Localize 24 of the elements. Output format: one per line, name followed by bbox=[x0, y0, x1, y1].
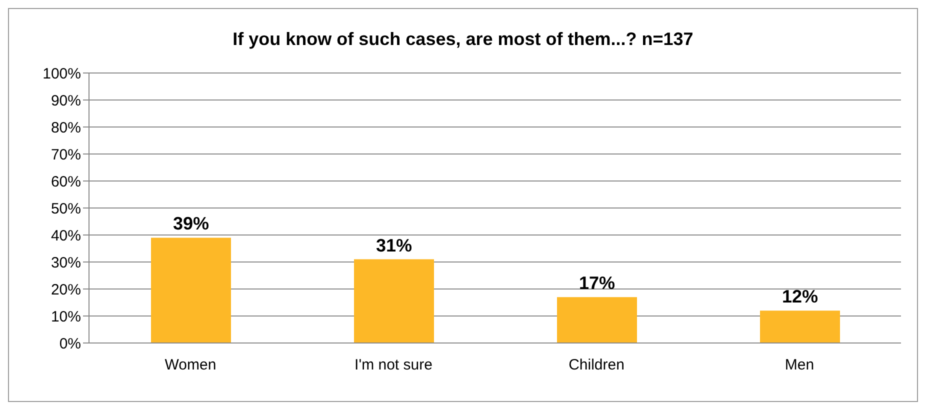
bar bbox=[354, 259, 434, 343]
y-tick-label: 80% bbox=[50, 119, 81, 136]
bar bbox=[151, 238, 231, 343]
x-tick-label: Children bbox=[568, 356, 624, 374]
y-tick-label: 60% bbox=[50, 173, 81, 190]
chart-title: If you know of such cases, are most of them...? n=137 bbox=[232, 29, 694, 51]
data-label: 17% bbox=[578, 273, 616, 294]
x-tick-label: Men bbox=[784, 356, 814, 374]
y-tick-label: 20% bbox=[50, 281, 81, 298]
x-tick-label: I'm not sure bbox=[354, 356, 432, 374]
y-tick-label: 30% bbox=[50, 254, 81, 272]
y-tick-label: 100% bbox=[42, 65, 81, 82]
y-tick-label: 40% bbox=[50, 227, 81, 244]
x-tick-label: Women bbox=[164, 356, 216, 374]
y-tick-label: 70% bbox=[50, 146, 81, 164]
bar bbox=[557, 297, 637, 343]
y-tick-label: 50% bbox=[50, 200, 81, 218]
data-label: 12% bbox=[782, 286, 818, 307]
y-tick-label: 0% bbox=[59, 335, 81, 352]
data-label: 39% bbox=[172, 214, 210, 234]
y-tick-label: 10% bbox=[50, 308, 81, 326]
y-tick-label: 90% bbox=[50, 92, 81, 110]
bar bbox=[760, 310, 840, 343]
data-label: 31% bbox=[376, 235, 412, 256]
